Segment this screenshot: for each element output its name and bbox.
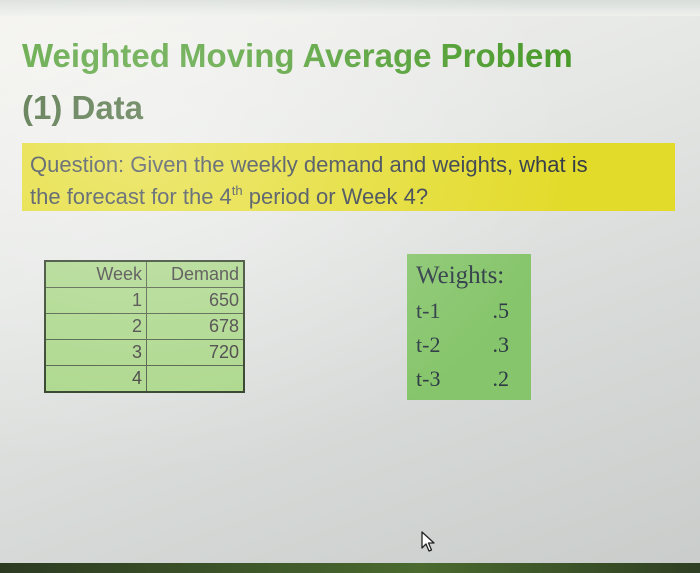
week-cell: 4 [44,365,147,393]
demand-table: Week Demand 1 650 2 678 3 720 4 [44,260,245,393]
demand-cell: 678 [146,313,245,340]
mouse-pointer-icon [421,531,435,552]
table-row: 4 [44,365,245,393]
weight-period-label: t-2 [416,332,441,357]
week-cell: 1 [44,287,147,314]
table-row: 1 650 [44,287,245,314]
weight-row: t-1 .5 [416,294,523,328]
table-row: 3 720 [44,339,245,366]
table-row: 2 678 [44,313,245,340]
demand-cell: 720 [146,339,245,366]
slide-title: Weighted Moving Average Problem (1) Data [22,30,682,134]
screen-top-band [0,0,700,16]
week-cell: 3 [44,339,147,366]
weight-value: .2 [492,366,510,391]
week-cell: 2 [44,313,147,340]
question-ordinal-suffix: th [231,183,243,198]
question-box: Question: Given the weekly demand and we… [22,143,675,211]
weight-value: .5 [492,298,510,323]
question-line-2-end: period or Week 4? [242,184,429,209]
demand-column-header: Demand [146,260,245,288]
weight-value: .3 [492,332,510,357]
week-column-header: Week [44,260,147,288]
question-line-2: the forecast for the 4th period or Week … [30,181,667,213]
slide-title-main: Weighted Moving Average Problem [22,37,573,74]
weights-box: Weights: t-1 .5 t-2 .3 t-3 .2 [407,254,531,400]
table-header-row: Week Demand [44,260,245,288]
question-line-1: Question: Given the weekly demand and we… [30,152,588,177]
slide-title-subtitle: (1) Data [22,89,144,126]
weight-row: t-3 .2 [416,362,523,396]
weight-row: t-2 .3 [416,328,523,362]
question-line-2-start: the forecast for the 4 [30,184,232,209]
weight-period-label: t-3 [416,366,441,391]
screen-bottom-band [0,563,700,573]
weights-title: Weights: [416,262,505,289]
weight-period-label: t-1 [416,298,441,323]
demand-cell-empty [146,365,245,393]
demand-cell: 650 [146,287,245,314]
